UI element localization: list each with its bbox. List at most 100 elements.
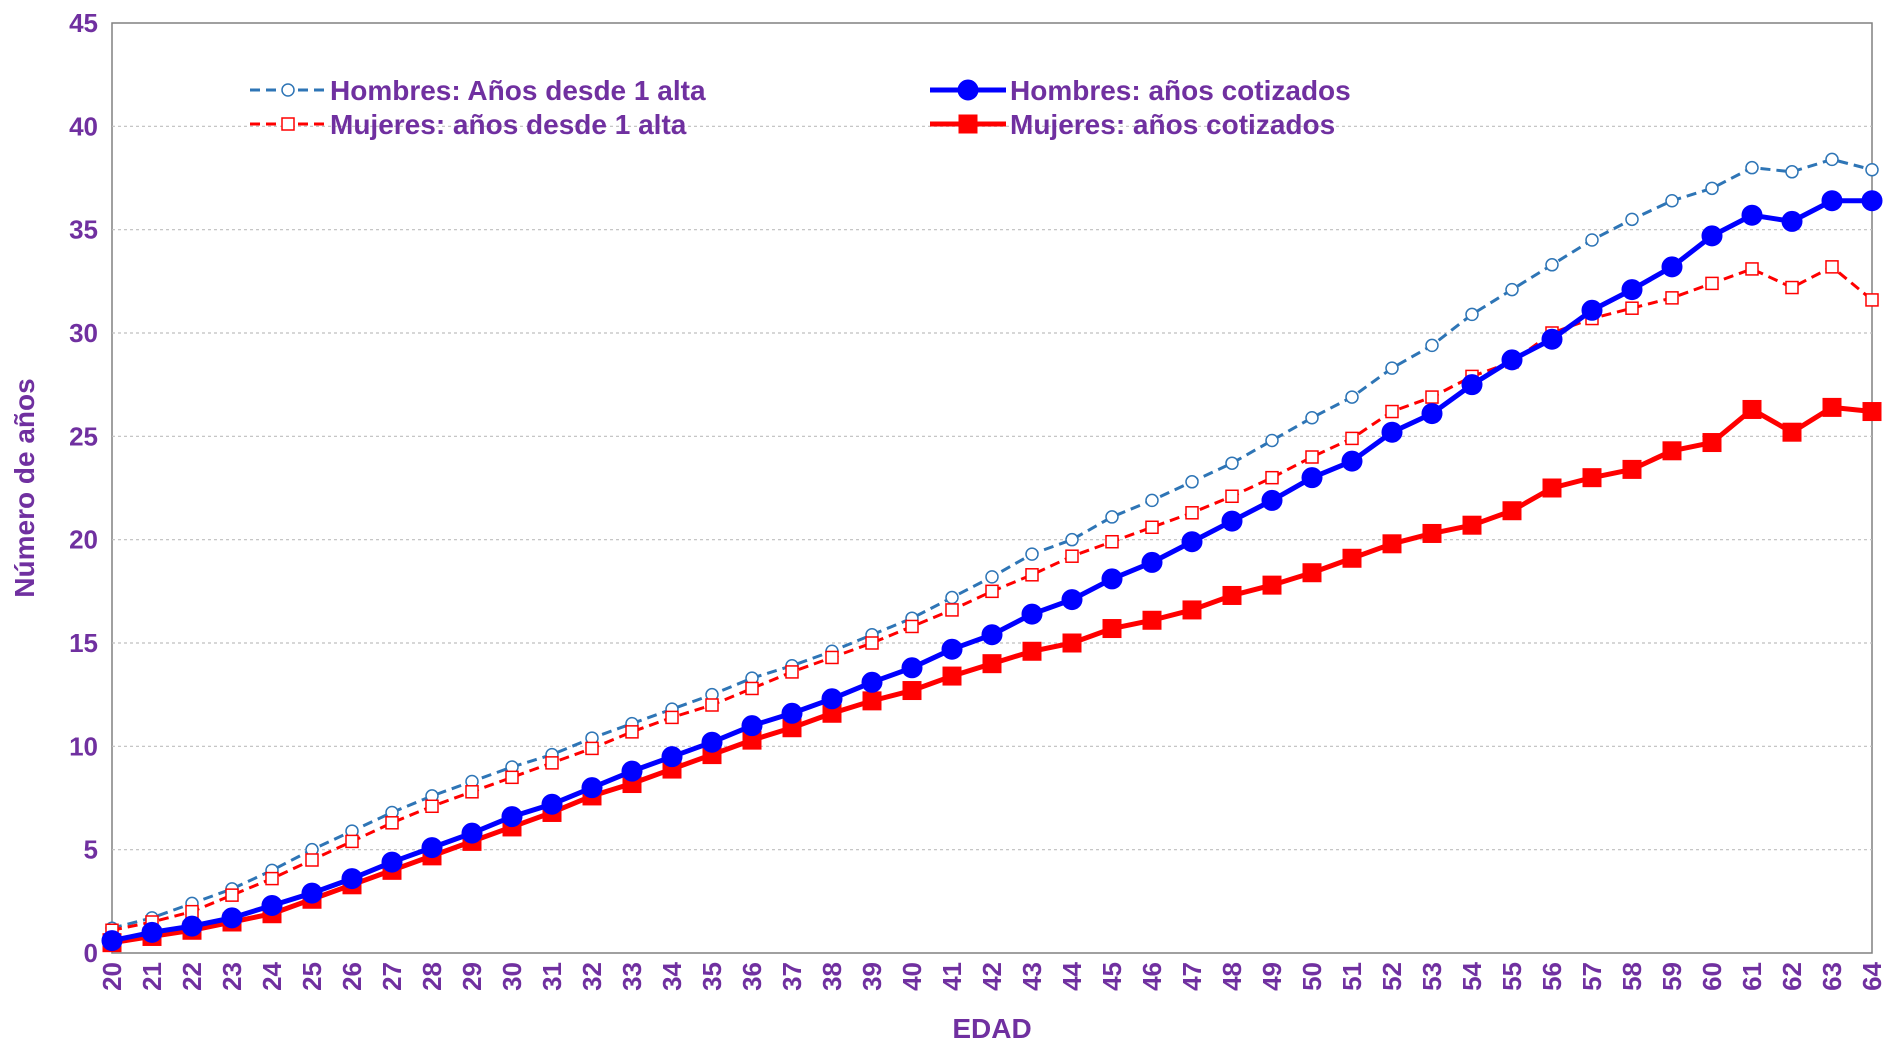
data-point (1461, 374, 1483, 396)
x-tick-label: 28 (417, 962, 447, 991)
x-tick-label: 29 (457, 962, 487, 991)
y-tick-label: 45 (69, 8, 98, 38)
data-point (1021, 603, 1043, 625)
data-point (1705, 276, 1719, 291)
legend-marker (281, 117, 295, 131)
data-point (1141, 551, 1163, 573)
data-point (1182, 600, 1202, 620)
y-tick-label: 35 (69, 215, 98, 245)
data-point (501, 806, 523, 828)
x-tick-label: 34 (657, 961, 687, 990)
legend-label: Hombres: Años desde 1 alta (330, 75, 706, 106)
x-tick-label: 32 (577, 962, 607, 991)
data-point (985, 570, 999, 584)
data-point (945, 603, 959, 617)
data-point (1742, 399, 1762, 419)
data-point (225, 888, 239, 902)
legend-item: Mujeres: años cotizados (930, 109, 1335, 140)
data-point (541, 793, 563, 815)
data-point (1382, 534, 1402, 554)
data-point (1661, 256, 1683, 278)
data-point (1105, 510, 1119, 524)
data-point (1345, 431, 1359, 446)
data-point (345, 834, 359, 849)
data-point (862, 691, 882, 711)
data-point (901, 657, 923, 679)
data-point (1745, 160, 1759, 175)
x-tick-label: 35 (697, 962, 727, 991)
data-point (625, 725, 639, 739)
x-tick-label: 42 (977, 962, 1007, 991)
x-tick-label: 52 (1377, 962, 1407, 991)
data-point (1465, 307, 1479, 322)
x-tick-label: 24 (257, 961, 287, 990)
x-tick-label: 30 (497, 962, 527, 991)
legend-marker (958, 114, 978, 134)
x-tick-label: 46 (1137, 962, 1167, 991)
x-tick-label: 23 (217, 962, 247, 991)
x-tick-label: 58 (1617, 962, 1647, 991)
data-point (1585, 233, 1599, 247)
data-point (861, 671, 883, 693)
data-point (1101, 568, 1123, 590)
x-tick-label: 43 (1017, 962, 1047, 991)
data-point (1505, 282, 1519, 297)
x-tick-labels: 20 21 22 23 24 25 26 27 28 29 30 31 32 33 34 35 36 37 38 39… (97, 961, 1884, 990)
y-tick-label: 10 (69, 731, 98, 761)
series-2 (101, 190, 1883, 952)
plot-area-border (111, 22, 1873, 954)
data-point (1341, 450, 1363, 472)
data-point (1785, 280, 1799, 295)
data-point (785, 665, 799, 679)
x-tick-label: 21 (137, 962, 167, 991)
data-point (585, 741, 599, 756)
legend-label: Hombres: años cotizados (1010, 75, 1351, 106)
data-point (902, 681, 922, 701)
legend-item: Mujeres: años desde 1 alta (250, 109, 687, 140)
data-point (701, 731, 723, 753)
data-point (1665, 193, 1679, 208)
data-point (1745, 262, 1759, 276)
data-point (1862, 402, 1882, 422)
data-point (1301, 467, 1323, 489)
data-point (1305, 450, 1319, 464)
data-point (621, 760, 643, 782)
x-tick-label: 53 (1417, 962, 1447, 991)
data-point (1062, 633, 1082, 653)
x-tick-label: 60 (1697, 962, 1727, 991)
x-tick-label: 55 (1497, 962, 1527, 991)
data-point (1785, 165, 1799, 179)
data-point (1462, 515, 1482, 535)
data-point (1305, 410, 1319, 425)
data-point (1185, 506, 1199, 520)
data-point (745, 681, 759, 696)
data-point (741, 715, 763, 737)
data-point (1221, 510, 1243, 532)
data-point (905, 619, 919, 634)
data-point (665, 710, 679, 725)
x-tick-label: 27 (377, 962, 407, 991)
legend-marker (281, 83, 295, 97)
data-point (1185, 475, 1199, 489)
data-point (1061, 589, 1083, 611)
data-point (941, 638, 963, 660)
series-group (101, 152, 1883, 953)
data-point (1622, 459, 1642, 479)
data-point (261, 894, 283, 916)
data-point (1865, 162, 1879, 177)
legend-marker (957, 79, 979, 101)
x-tick-label: 62 (1777, 962, 1807, 991)
data-point (945, 590, 959, 605)
x-tick-label: 47 (1177, 962, 1207, 991)
data-point (1302, 563, 1322, 583)
data-point (1865, 293, 1879, 307)
legend-label: Mujeres: años cotizados (1010, 109, 1335, 140)
y-tick-label: 30 (69, 318, 98, 348)
data-point (1225, 456, 1239, 470)
y-tick-label: 20 (69, 525, 98, 555)
data-point (1582, 468, 1602, 488)
data-point (1262, 575, 1282, 595)
data-point (1542, 478, 1562, 498)
